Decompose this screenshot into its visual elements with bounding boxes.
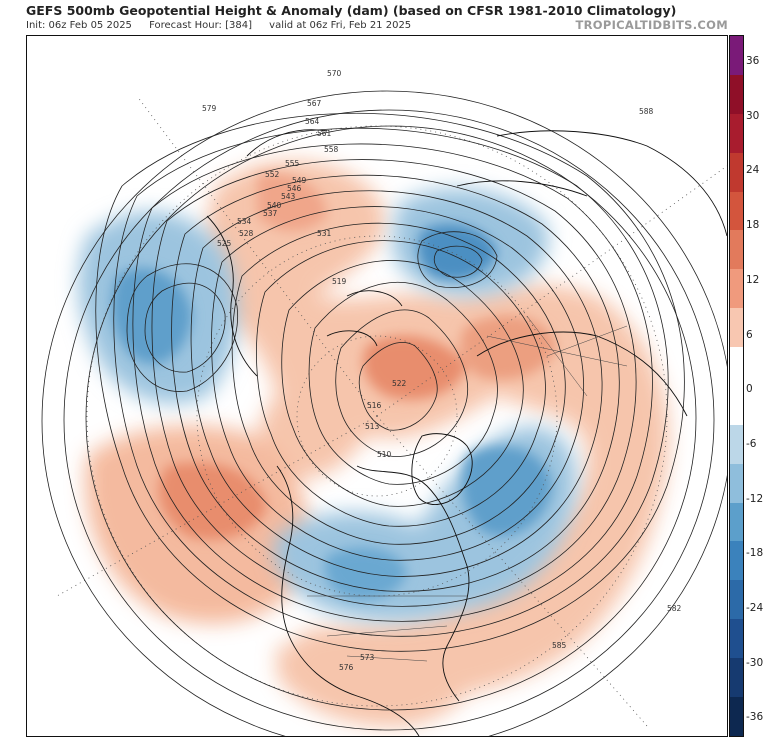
contour-label: 516 bbox=[367, 401, 382, 410]
header: GEFS 500mb Geopotential Height & Anomaly… bbox=[0, 0, 768, 36]
colorbar-band bbox=[730, 191, 743, 231]
contour-label: 564 bbox=[305, 117, 320, 126]
colorbar-tick-label: -18 bbox=[746, 547, 764, 560]
contour-label: 582 bbox=[667, 604, 682, 613]
colorbar-band bbox=[730, 658, 743, 697]
contour-label: 531 bbox=[317, 229, 332, 238]
colorbar-band bbox=[730, 230, 743, 270]
map-canvas: 582 579 576 573 570 567 564 561 558 555 … bbox=[41, 69, 727, 736]
colorbar-band bbox=[730, 152, 743, 192]
contour-label: 519 bbox=[332, 277, 347, 286]
colorbar-band bbox=[730, 36, 743, 75]
contour-label: 546 bbox=[287, 184, 302, 193]
colorbar-band bbox=[730, 463, 743, 503]
contour-label: 540 bbox=[267, 201, 282, 210]
colorbar-tick-label: -12 bbox=[746, 492, 764, 505]
colorbar bbox=[729, 35, 744, 737]
contour-label: 513 bbox=[365, 422, 380, 431]
colorbar-tick-label: -36 bbox=[746, 711, 764, 724]
contour-label: 558 bbox=[324, 145, 339, 154]
colorbar-band bbox=[730, 74, 743, 114]
contour-label: 552 bbox=[265, 170, 280, 179]
contour-label: 588 bbox=[639, 107, 654, 116]
positive-anomaly-south bbox=[277, 636, 479, 727]
contour-label: 549 bbox=[292, 176, 307, 185]
contour-label: 528 bbox=[239, 229, 254, 238]
colorbar-band bbox=[730, 619, 743, 658]
colorbar-tick-label: 36 bbox=[746, 55, 760, 67]
contour-label: 555 bbox=[285, 159, 300, 168]
colorbar-tick-label: 6 bbox=[746, 328, 753, 341]
brand-watermark: TROPICALTIDBITS.COM bbox=[575, 18, 728, 32]
colorbar-band bbox=[730, 347, 743, 386]
colorbar-tick-label: 30 bbox=[746, 109, 760, 122]
colorbar-tick-label: -24 bbox=[746, 602, 764, 614]
contour-label: 576 bbox=[339, 663, 354, 672]
contour-label: 510 bbox=[377, 450, 392, 459]
contour-label: 570 bbox=[327, 69, 342, 78]
north-america-coast bbox=[276, 465, 470, 736]
colorbar-tick-label: -30 bbox=[746, 656, 764, 669]
colorbar-tick-label: 24 bbox=[746, 164, 760, 177]
init-time: Init: 06z Feb 05 2025 bbox=[26, 20, 132, 31]
colorbar-tick-label: 0 bbox=[746, 383, 753, 396]
colorbar-band bbox=[730, 502, 743, 542]
graticule bbox=[56, 95, 727, 727]
anomaly-shading bbox=[78, 160, 669, 727]
colorbar-tick-label: -6 bbox=[746, 437, 757, 450]
arctic-islands bbox=[326, 290, 403, 347]
colorbar-band bbox=[730, 385, 743, 425]
contour-label: 561 bbox=[317, 129, 332, 138]
height-contours bbox=[41, 90, 727, 736]
contour-label: 543 bbox=[281, 192, 296, 201]
valid-time: valid at 06z Fri, Feb 21 2025 bbox=[269, 20, 412, 31]
colorbar-band bbox=[730, 580, 743, 620]
contour-label: 573 bbox=[360, 653, 375, 662]
borders bbox=[307, 315, 628, 662]
greenland-coast bbox=[411, 433, 473, 505]
contour-label-group: 582 579 576 573 570 567 564 561 558 555 … bbox=[202, 69, 682, 672]
colorbar-tick-label: 12 bbox=[746, 273, 760, 286]
map-panel: 582 579 576 573 570 567 564 561 558 555 … bbox=[26, 35, 728, 737]
contour-label: 522 bbox=[392, 379, 407, 388]
colorbar-band bbox=[730, 113, 743, 153]
coastlines bbox=[206, 129, 727, 736]
colorbar-band bbox=[730, 696, 743, 736]
contour-label: 579 bbox=[202, 104, 217, 113]
contour-label: 567 bbox=[307, 99, 322, 108]
contour-label: 585 bbox=[552, 641, 567, 650]
positive-anomaly-arctic bbox=[206, 160, 669, 698]
colorbar-band bbox=[730, 308, 743, 347]
colorbar-band bbox=[730, 269, 743, 309]
colorbar-tick-label: 18 bbox=[746, 219, 760, 232]
asia-east-coast bbox=[206, 129, 328, 377]
map-subtitle: Init: 06z Feb 05 2025 Forecast Hour: [38… bbox=[26, 20, 425, 31]
contour-label: 537 bbox=[263, 209, 278, 218]
contour-label: 525 bbox=[217, 239, 232, 248]
colorbar-band bbox=[730, 541, 743, 581]
map-title: GEFS 500mb Geopotential Height & Anomaly… bbox=[26, 3, 677, 18]
forecast-hour: Forecast Hour: [384] bbox=[149, 20, 252, 31]
contour-label: 534 bbox=[237, 217, 252, 226]
colorbar-ticks: 36 30 24 18 12 6 0 -6 -12 -18 -24 -30 -36 bbox=[746, 35, 768, 737]
colorbar-band bbox=[730, 424, 743, 464]
